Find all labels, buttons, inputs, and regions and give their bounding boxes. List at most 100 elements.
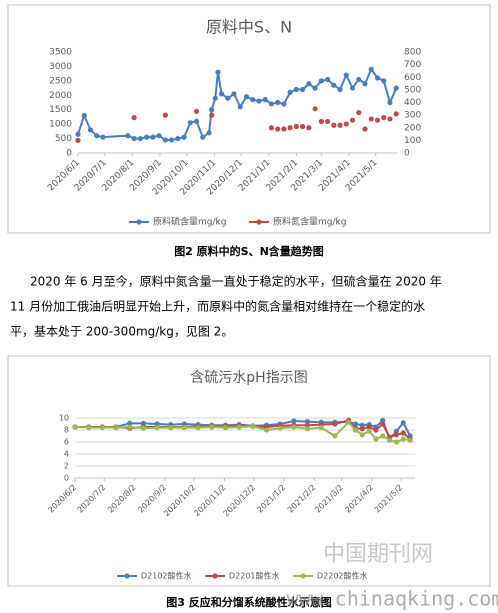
data-point bbox=[243, 94, 250, 100]
data-point bbox=[304, 422, 311, 428]
legend-marker bbox=[300, 573, 306, 579]
data-point bbox=[225, 95, 231, 101]
data-point bbox=[393, 111, 399, 117]
data-point bbox=[293, 86, 299, 93]
data-point bbox=[209, 107, 215, 113]
data-point bbox=[312, 85, 318, 91]
data-point bbox=[359, 432, 365, 438]
data-point bbox=[125, 133, 131, 139]
legend-marker bbox=[256, 219, 262, 225]
data-point bbox=[113, 425, 119, 431]
data-point bbox=[312, 106, 318, 112]
legend-label: 原料氮含量mg/kg bbox=[273, 216, 346, 228]
data-point bbox=[387, 99, 393, 106]
data-point bbox=[131, 115, 137, 121]
data-point bbox=[127, 424, 133, 430]
data-point bbox=[237, 104, 243, 110]
data-point bbox=[81, 112, 87, 119]
data-point bbox=[381, 78, 387, 84]
data-point bbox=[291, 424, 297, 430]
data-point bbox=[268, 125, 275, 131]
y2-tick-label: 400 bbox=[404, 98, 421, 108]
data-point bbox=[393, 85, 399, 91]
data-point bbox=[368, 116, 374, 122]
paragraph-line: 平，基本处于 200-300mg/kg，见图 2。 bbox=[10, 325, 233, 339]
data-point bbox=[349, 85, 356, 91]
data-point bbox=[318, 78, 324, 84]
y-tick-label: 500 bbox=[55, 134, 72, 144]
data-point bbox=[195, 425, 201, 431]
chart-frame bbox=[7, 4, 491, 234]
data-point bbox=[386, 437, 393, 443]
data-point bbox=[362, 126, 368, 132]
y-tick-label: 0 bbox=[66, 149, 72, 159]
data-point bbox=[168, 425, 174, 431]
y-tick-label: 2500 bbox=[49, 76, 72, 86]
chart-frame bbox=[7, 355, 491, 587]
data-point bbox=[318, 118, 324, 125]
data-point bbox=[250, 97, 256, 103]
data-point bbox=[373, 436, 379, 442]
data-point bbox=[374, 75, 381, 81]
data-point bbox=[150, 134, 156, 140]
data-point bbox=[212, 95, 218, 101]
y2-tick-label: 800 bbox=[404, 48, 421, 58]
data-point bbox=[175, 135, 181, 142]
data-point bbox=[381, 115, 387, 121]
chart-title: 原料中S、N bbox=[206, 18, 292, 37]
data-point bbox=[332, 433, 338, 439]
paragraph-line: 11 月份加工俄油后明显开始上升，而原料中的氮含量相对维持在一个稳定的水 bbox=[10, 299, 425, 314]
data-point bbox=[206, 130, 212, 136]
data-point bbox=[306, 81, 312, 87]
y2-tick-label: 700 bbox=[404, 60, 421, 70]
data-point bbox=[393, 428, 400, 434]
data-point bbox=[131, 135, 137, 142]
watermark: www.chinaqking.com bbox=[287, 587, 498, 611]
y-tick-label: 10 bbox=[59, 414, 69, 423]
data-point bbox=[218, 91, 225, 97]
data-point bbox=[256, 98, 262, 104]
data-point bbox=[356, 76, 362, 83]
data-point bbox=[140, 425, 146, 431]
legend-label: D2201酸性水 bbox=[229, 571, 280, 581]
legend-marker bbox=[212, 573, 218, 579]
data-point bbox=[193, 118, 200, 124]
y2-tick-label: 600 bbox=[404, 73, 421, 83]
data-point bbox=[300, 86, 306, 93]
data-point bbox=[380, 417, 386, 423]
y2-tick-label: 100 bbox=[404, 136, 421, 146]
y-tick-label: 1000 bbox=[49, 120, 72, 130]
data-point bbox=[356, 110, 362, 116]
data-point bbox=[407, 437, 413, 443]
y-tick-label: 2 bbox=[64, 462, 69, 471]
data-point bbox=[366, 424, 372, 430]
data-point bbox=[287, 125, 293, 131]
watermark: 中国期刊网 bbox=[323, 542, 433, 567]
y2-tick-label: 200 bbox=[404, 123, 421, 133]
data-point bbox=[94, 133, 100, 139]
data-point bbox=[304, 426, 311, 432]
legend-label: 原料硫含量mg/kg bbox=[153, 216, 226, 228]
data-point bbox=[337, 86, 343, 93]
data-point bbox=[250, 423, 256, 429]
y-tick-label: 0 bbox=[64, 474, 69, 483]
legend-marker bbox=[124, 573, 130, 579]
data-point bbox=[75, 137, 81, 143]
data-point bbox=[368, 66, 374, 72]
data-point bbox=[275, 99, 281, 106]
data-point bbox=[331, 82, 337, 88]
y2-tick-label: 300 bbox=[404, 111, 421, 121]
data-point bbox=[306, 125, 312, 131]
data-point bbox=[345, 419, 352, 425]
figure-caption: 图2 原料中的S、N含量趋势图 bbox=[174, 244, 324, 258]
data-point bbox=[293, 123, 299, 130]
data-point bbox=[324, 76, 331, 83]
data-point bbox=[222, 425, 229, 431]
data-point bbox=[380, 421, 386, 427]
data-point bbox=[331, 122, 337, 128]
data-point bbox=[87, 127, 94, 133]
y-tick-label: 2000 bbox=[49, 91, 72, 101]
data-point bbox=[343, 121, 349, 127]
data-point bbox=[75, 131, 81, 137]
data-point bbox=[193, 108, 200, 114]
